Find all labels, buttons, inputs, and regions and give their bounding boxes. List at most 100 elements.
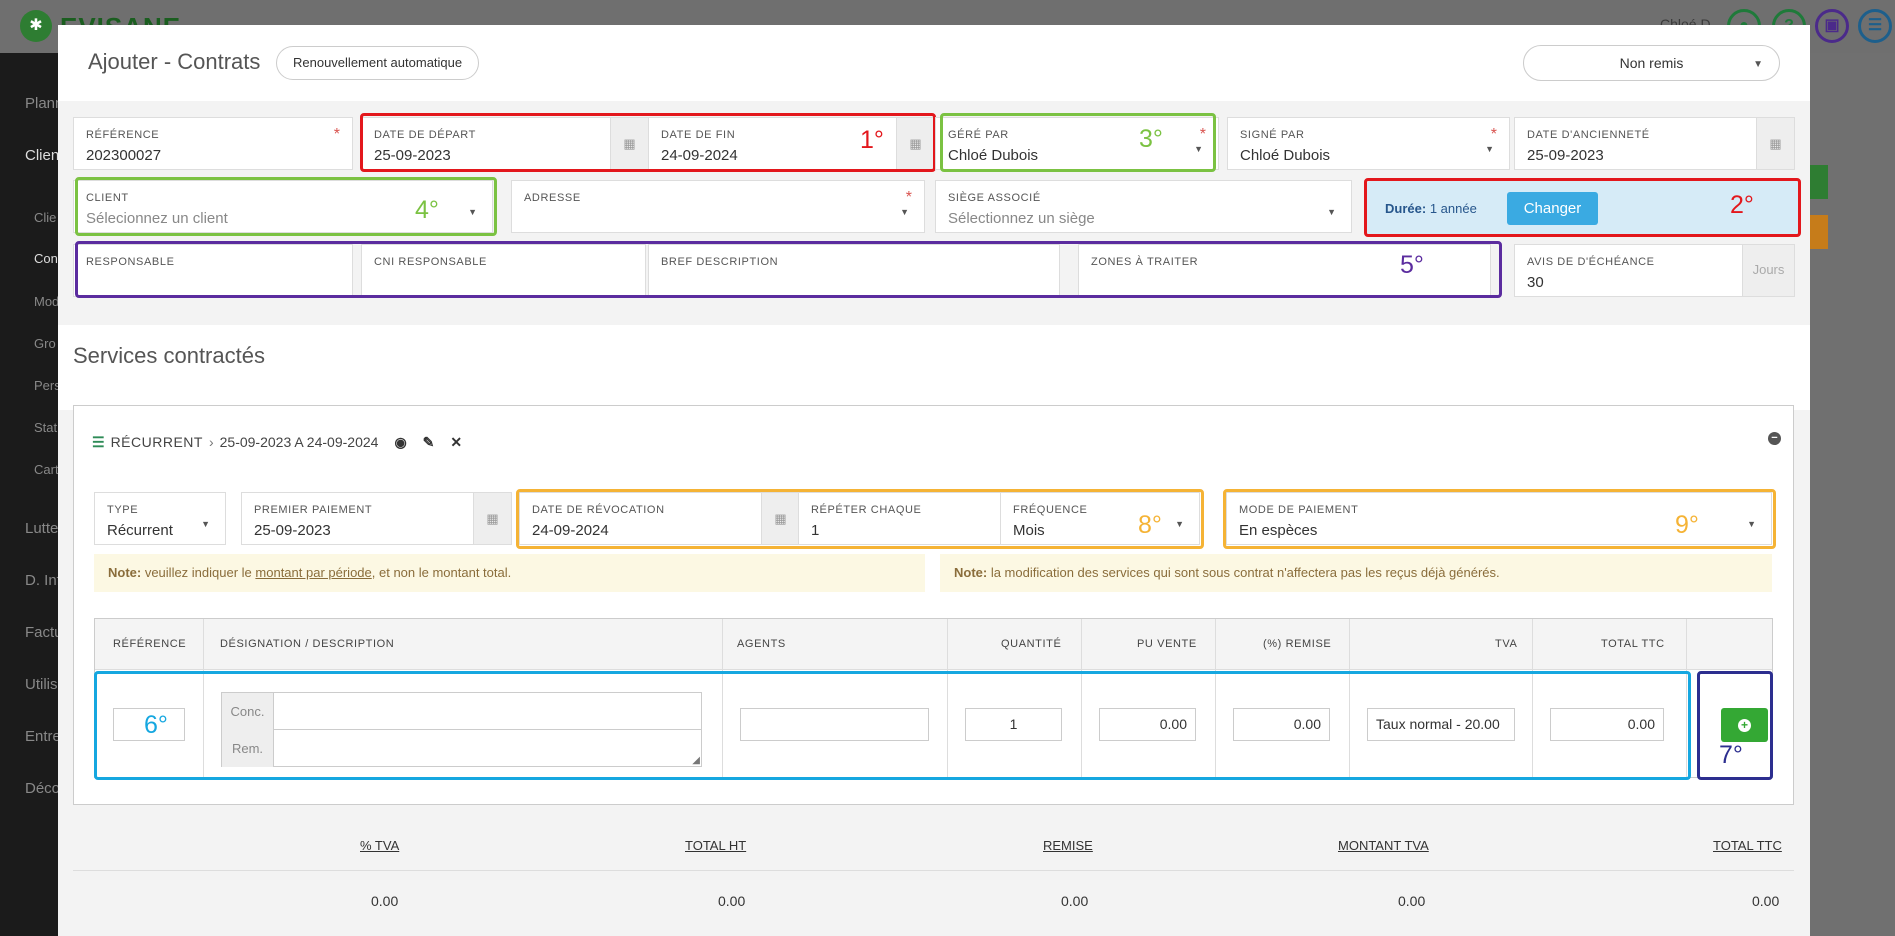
field-label: Mode de paiement <box>1239 504 1359 516</box>
modal-title: Ajouter - Contrats <box>88 49 261 74</box>
sidebar-item[interactable]: Factu <box>25 624 63 641</box>
chat-icon[interactable]: ☰ <box>1858 9 1892 43</box>
description-textarea[interactable]: Conc. Rem. ◢ <box>221 692 702 767</box>
calendar-icon[interactable]: ▦ <box>473 493 511 544</box>
chevron-down-icon: ▼ <box>1485 144 1494 154</box>
annotation-label-3: 3° <box>1139 125 1163 153</box>
pencil-icon[interactable]: ✎ <box>422 434 435 450</box>
chevron-down-icon: ▼ <box>1327 207 1336 217</box>
gift-icon[interactable]: ▣ <box>1815 9 1849 43</box>
calendar-icon[interactable]: ▦ <box>896 118 934 169</box>
calendar-icon[interactable]: ▦ <box>1756 118 1794 169</box>
field-label: Répéter chaque <box>811 504 922 516</box>
vat-select[interactable]: Taux normal - 20.00 <box>1367 708 1515 741</box>
status-select[interactable]: Non remis ▼ <box>1523 45 1780 81</box>
client-select[interactable]: Client Sélecionnez un client ▼ <box>73 180 493 233</box>
calendar-icon[interactable]: ▦ <box>610 118 648 169</box>
end-date-value: 24-09-2024 <box>661 147 738 164</box>
note-link[interactable]: montant par période <box>255 565 372 580</box>
site-select[interactable]: Siège associé Sélectionnez un siège ▼ <box>935 180 1352 233</box>
responsible-field[interactable]: Responsable <box>73 244 353 297</box>
totals-divider <box>73 870 1794 871</box>
end-date-field[interactable]: Date de fin 24-09-2024 ▦ <box>648 117 935 170</box>
address-select[interactable]: Adresse * ▼ <box>511 180 925 233</box>
close-icon[interactable]: ✕ <box>450 434 463 450</box>
first-payment-field[interactable]: Premier paiement 25-09-2023 ▦ <box>241 492 512 545</box>
collapse-icon[interactable]: − <box>1768 432 1781 445</box>
sidebar-item[interactable]: Mod <box>34 294 60 309</box>
start-date-value: 25-09-2023 <box>374 147 451 164</box>
sidebar-item[interactable]: Clie <box>34 210 57 225</box>
unit-price-input[interactable]: 0.00 <box>1099 708 1196 741</box>
brief-description-field[interactable]: Bref description <box>648 244 1060 297</box>
add-row-button[interactable]: + <box>1721 708 1768 742</box>
sidebar-item[interactable]: Cart <box>34 462 59 477</box>
seniority-date-field[interactable]: Date d'ancienneté 25-09-2023 ▦ <box>1514 117 1795 170</box>
sidebar-item[interactable]: Con <box>34 251 58 266</box>
type-select[interactable]: Type Récurrent ▼ <box>94 492 226 545</box>
discount-input[interactable]: 0.00 <box>1233 708 1330 741</box>
list-icon: ☰ <box>92 434 105 450</box>
note-bold: Note: <box>954 565 988 580</box>
sidebar-item[interactable]: Entre <box>25 728 61 745</box>
annotation-box-4 <box>75 177 497 236</box>
days-unit: Jours <box>1742 245 1794 296</box>
sidebar-item[interactable]: Déco <box>25 780 61 797</box>
payment-mode-select[interactable]: Mode de paiement En espèces ▼ <box>1226 492 1772 545</box>
field-label: Bref description <box>661 256 779 268</box>
signed-by-select[interactable]: Signé par * Chloé Dubois ▼ <box>1227 117 1510 170</box>
chevron-down-icon: ▼ <box>1194 144 1203 154</box>
sidebar-item[interactable]: Clien <box>25 147 60 164</box>
calendar-icon[interactable]: ▦ <box>761 493 799 544</box>
managed-by-select[interactable]: Géré par * Chloé Dubois ▼ <box>935 117 1219 170</box>
sidebar-item[interactable]: Stat <box>34 420 58 435</box>
frequency-select[interactable]: Fréquence Mois ▼ <box>1000 492 1200 545</box>
total-value-ttc: 0.00 <box>1752 893 1780 909</box>
contract-modal: Ajouter - Contrats Renouvellement automa… <box>58 25 1810 936</box>
annotation-box-3 <box>940 113 1216 172</box>
field-label: Date de départ <box>374 129 476 141</box>
service-type-label: Récurrent <box>110 434 203 450</box>
frequency-value: Mois <box>1013 522 1045 539</box>
annotation-label-9: 9° <box>1675 511 1699 539</box>
app-logo-icon: ✱ <box>20 10 52 42</box>
total-ttc-input[interactable]: 0.00 <box>1550 708 1664 741</box>
status-value: Non remis <box>1619 55 1684 71</box>
required-mark: * <box>333 126 340 143</box>
annotation-box-8 <box>516 489 1204 549</box>
field-label: Référence <box>86 129 160 141</box>
revocation-date-value: 24-09-2024 <box>532 522 609 539</box>
sidebar-item[interactable]: Utilis <box>25 676 58 693</box>
note-text: veuillez indiquer le <box>141 565 256 580</box>
cni-responsible-field[interactable]: CNI Responsable <box>361 244 646 297</box>
type-value: Récurrent <box>107 522 173 539</box>
sidebar-item[interactable]: Pers <box>34 378 61 393</box>
quantity-input[interactable]: 1 <box>965 708 1062 741</box>
change-duration-button[interactable]: Changer <box>1507 192 1598 225</box>
modal-header: Ajouter - Contrats Renouvellement automa… <box>58 25 1810 101</box>
annotation-box-7 <box>1697 671 1773 780</box>
reference-field[interactable]: Référence * 202300027 <box>73 117 353 170</box>
reference-input[interactable] <box>113 708 185 741</box>
column-header: PU vente <box>1137 638 1197 650</box>
sidebar-item[interactable]: Gro <box>34 336 56 351</box>
sidebar-item[interactable]: D. Inf <box>25 572 61 589</box>
revocation-date-field[interactable]: Date de révocation 24-09-2024 ▦ <box>519 492 800 545</box>
eye-icon[interactable]: ◉ <box>394 434 407 450</box>
repeat-every-field[interactable]: Répéter chaque 1 <box>798 492 1001 545</box>
field-label: Avis de d'échéance <box>1527 256 1655 268</box>
column-header: Agents <box>737 638 786 650</box>
payment-mode-value: En espèces <box>1239 522 1318 539</box>
field-label: Responsable <box>86 256 175 268</box>
total-value-ht: 0.00 <box>718 893 746 909</box>
field-label: Fréquence <box>1013 504 1088 516</box>
zones-field[interactable]: Zones à traiter <box>1078 244 1491 297</box>
sidebar-item[interactable]: Plann <box>25 95 64 112</box>
agents-input[interactable] <box>740 708 929 741</box>
rem-label: Rem. <box>222 730 274 767</box>
expiry-notice-field[interactable]: Avis de d'échéance 30 Jours <box>1514 244 1795 297</box>
column-divider <box>1532 619 1533 779</box>
auto-renew-button[interactable]: Renouvellement automatique <box>276 46 480 80</box>
resize-handle-icon[interactable]: ◢ <box>692 755 700 766</box>
sidebar-item[interactable]: Lutte <box>25 520 59 537</box>
